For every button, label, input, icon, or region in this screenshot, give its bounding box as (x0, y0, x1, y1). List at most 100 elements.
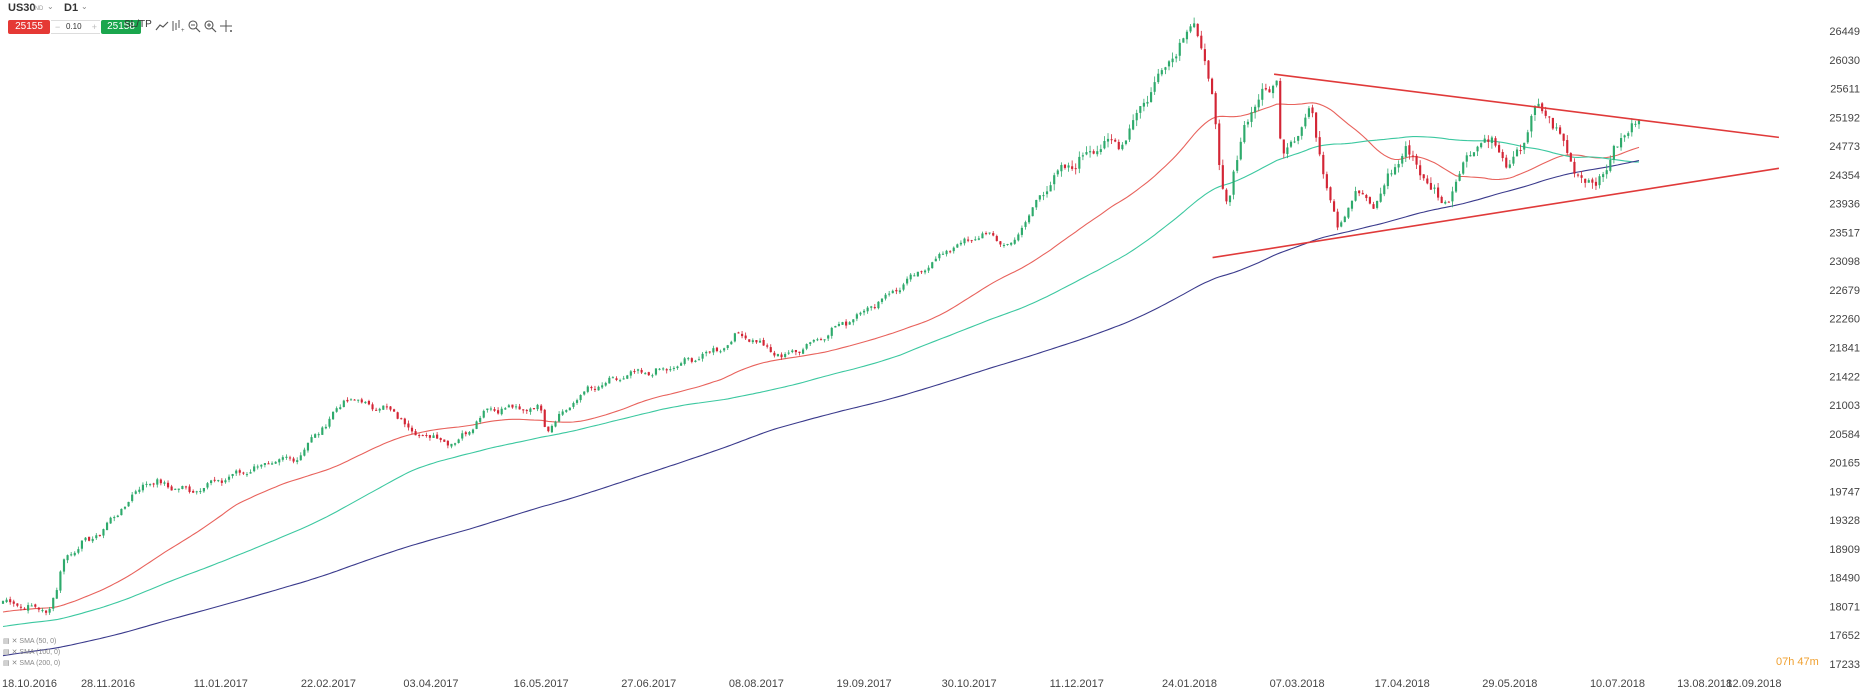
legend-sma-50[interactable]: ▤ ✕ SMA (50, 0) (3, 637, 56, 645)
candle-bear (375, 409, 378, 411)
candle-bull (1350, 200, 1354, 209)
candle-bull (1139, 106, 1142, 113)
legend-close-icon[interactable]: ✕ (11, 649, 18, 656)
symbol-chevron-down-icon[interactable]: ⌄ (47, 2, 54, 11)
candle-bull (931, 262, 934, 269)
candle-bull (1555, 127, 1558, 129)
candle-bear (403, 418, 406, 425)
lot-increase-icon[interactable]: + (91, 22, 97, 32)
candle-bear (1429, 182, 1432, 190)
candle-bull (1354, 191, 1357, 201)
candle-bull (102, 529, 105, 536)
candle-bull (1167, 61, 1171, 67)
candle-bull (1602, 174, 1605, 178)
candle-bear (715, 347, 719, 352)
candle-bull (859, 312, 862, 315)
candle-bull (945, 250, 948, 255)
candle-bull (1383, 185, 1386, 195)
candle-bull (1157, 73, 1160, 83)
buy-button[interactable]: 25158 (101, 20, 141, 34)
zoom-in-icon[interactable] (203, 19, 217, 33)
sl-tp-button[interactable]: SL/TP (124, 19, 152, 30)
candle-bull (256, 466, 259, 468)
candle-bull (694, 360, 697, 362)
x-tick-label: 10.07.2018 (1590, 678, 1645, 690)
x-tick-label: 28.11.2016 (81, 678, 135, 690)
candle-bull (923, 270, 927, 273)
candle-bull (809, 342, 812, 345)
candle-bear (1494, 138, 1497, 146)
candle-bull (1444, 201, 1447, 204)
legend-sma-200[interactable]: ▤ ✕ SMA (200, 0) (3, 659, 60, 667)
candle-bull (342, 400, 345, 408)
candle-bull (626, 375, 629, 379)
candle-bull (719, 351, 722, 353)
candle-bull (1182, 38, 1185, 43)
candle-bull (1623, 135, 1626, 138)
line-chart-icon[interactable] (155, 19, 169, 33)
lot-size-value[interactable]: 0.10 (66, 22, 82, 31)
y-tick-label: 23517 (1829, 227, 1860, 239)
candle-bull (1103, 140, 1106, 149)
x-tick-label: 08.08.2017 (729, 678, 784, 690)
lot-size-stepper[interactable]: − 0.10 + (51, 20, 100, 34)
symbol-type-label: IND (33, 6, 44, 12)
candle-bull (1347, 207, 1350, 218)
candle-bull (877, 301, 880, 309)
legend-settings-icon[interactable]: ▤ (3, 660, 10, 667)
candle-bear (443, 439, 446, 442)
candle-bull (1598, 176, 1601, 186)
candle-bear (220, 480, 223, 483)
candle-bear (593, 388, 597, 390)
candle-bull (486, 408, 489, 411)
timeframe-label[interactable]: D1 (64, 2, 79, 14)
candle-bull (364, 401, 367, 404)
candle-bull (1465, 155, 1468, 162)
svg-text:+: + (181, 28, 185, 33)
zoom-out-icon[interactable] (187, 19, 201, 33)
candle-bear (1498, 145, 1501, 153)
candle-bear (1580, 175, 1583, 178)
candle-bull (1171, 58, 1174, 63)
candle-bear (970, 240, 973, 242)
y-tick-label: 20165 (1829, 458, 1860, 470)
candle-bull (902, 284, 905, 290)
legend-settings-icon[interactable]: ▤ (3, 649, 10, 656)
candle-bull (156, 479, 159, 485)
candle-bull (80, 540, 84, 549)
y-tick-label: 21422 (1829, 371, 1860, 383)
candle-bull (1060, 164, 1063, 172)
legend-settings-icon[interactable]: ▤ (3, 638, 10, 645)
candle-bull (1523, 142, 1526, 150)
symbol-label[interactable]: US30 (8, 2, 36, 14)
candle-bull (712, 348, 715, 353)
candle-bear (755, 340, 758, 343)
candle-bear (1426, 178, 1429, 184)
candle-bull (1376, 200, 1379, 208)
candle-bear (1419, 165, 1422, 176)
indicators-icon[interactable]: + (171, 19, 185, 34)
legend-close-icon[interactable]: ✕ (11, 660, 18, 667)
candle-bull (1132, 120, 1135, 130)
candle-bull (306, 442, 310, 451)
legend-sma-100[interactable]: ▤ ✕ SMA (100, 0) (3, 648, 60, 656)
candle-bear (1325, 174, 1328, 189)
candle-bull (1616, 146, 1619, 148)
candle-bear (1114, 139, 1117, 142)
candle-bull (586, 386, 589, 392)
legend-close-icon[interactable]: ✕ (11, 638, 18, 645)
lot-decrease-icon[interactable]: − (55, 22, 61, 32)
candle-bull (658, 368, 661, 370)
y-tick-label: 23098 (1829, 256, 1860, 268)
timeframe-chevron-down-icon[interactable]: ⌄ (81, 2, 88, 11)
candle-bear (1315, 112, 1318, 138)
y-tick-label: 25611 (1830, 84, 1860, 96)
sell-button[interactable]: 25155 (8, 20, 50, 34)
crosshair-icon[interactable] (219, 19, 233, 33)
candle-bull (134, 491, 137, 494)
candle-bull (1469, 155, 1472, 157)
candle-bear (633, 371, 636, 373)
candle-bull (461, 433, 464, 439)
candle-bull (852, 319, 855, 323)
